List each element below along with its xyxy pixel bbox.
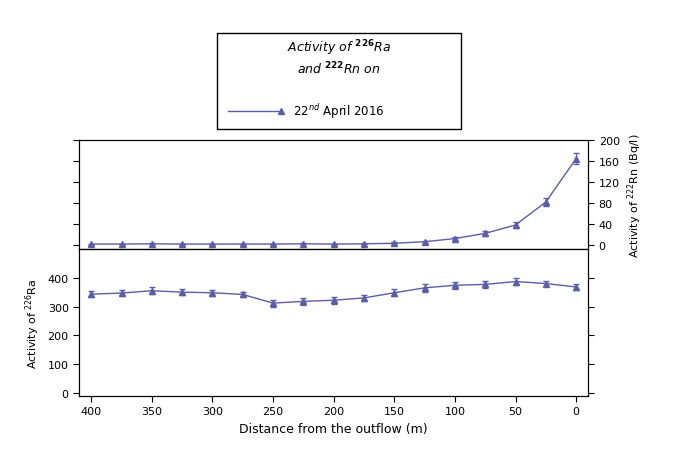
- Text: $\bf{\it{Activity\ of\ }}^{226}\bf{\it{Ra}}$
$\bf{\it{and\ }}^{222}\bf{\it{Rn\ o: $\bf{\it{Activity\ of\ }}^{226}\bf{\it{R…: [287, 39, 391, 77]
- X-axis label: Distance from the outflow (m): Distance from the outflow (m): [239, 422, 428, 435]
- Y-axis label: Activity of $^{222}$Rn (Bq/l): Activity of $^{222}$Rn (Bq/l): [625, 133, 644, 258]
- Text: 22$^{nd}$ April 2016: 22$^{nd}$ April 2016: [292, 102, 384, 121]
- Y-axis label: Activity of $^{226}$Ra: Activity of $^{226}$Ra: [23, 278, 42, 368]
